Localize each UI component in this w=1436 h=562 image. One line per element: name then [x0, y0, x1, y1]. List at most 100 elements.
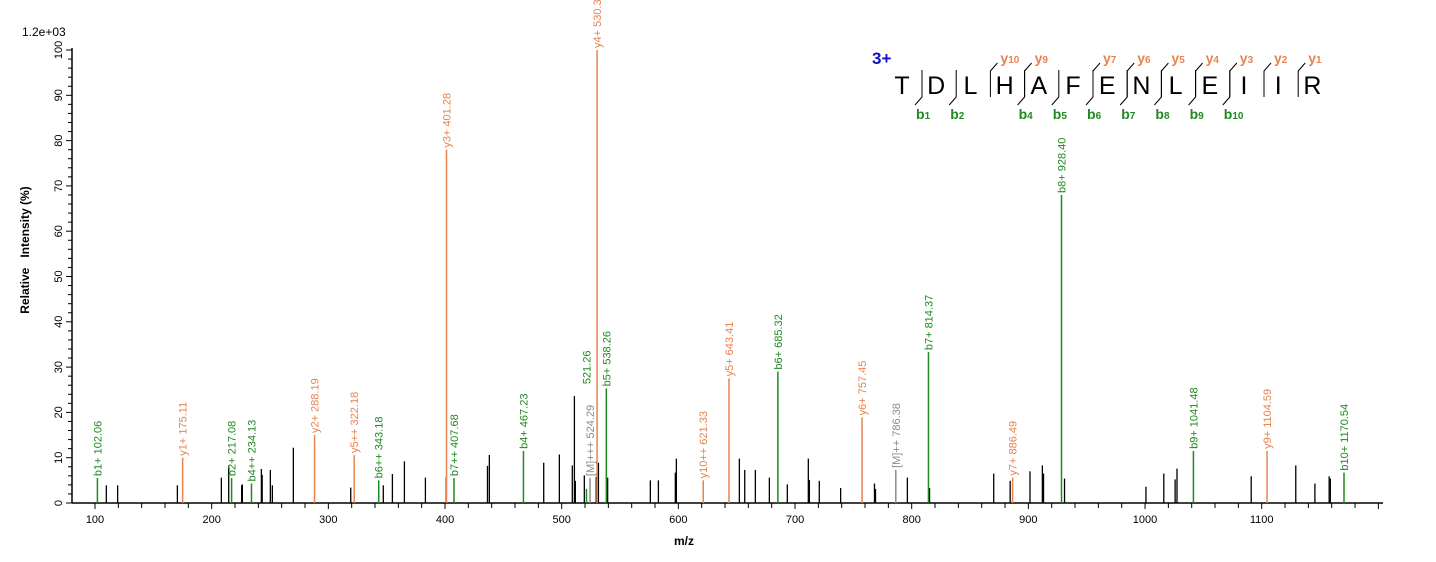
x-tick-label: 500	[553, 514, 571, 526]
y-cleavage-mark	[1126, 62, 1135, 97]
b-cleavage-mark	[1222, 70, 1231, 106]
peak-label: y3+ 401.28	[442, 93, 454, 148]
residue: L	[963, 72, 977, 100]
x-tick-label: 100	[86, 514, 104, 526]
b-ion-number: 2	[959, 111, 965, 122]
y-tick-label: 80	[53, 134, 65, 146]
axes: 100 200 300 400 500 600 700 800 900 1000 110001020…	[53, 41, 1383, 526]
b-cleavage-mark	[1017, 70, 1026, 106]
y-cleavage-mark	[1229, 62, 1238, 97]
y-cleavage-mark	[989, 62, 998, 97]
y-cleavage-mark	[1092, 62, 1101, 97]
x-tick-label: 900	[1019, 514, 1037, 526]
peak-label: b1+ 102.06	[92, 421, 104, 476]
residue: E	[1201, 72, 1218, 100]
residue: N	[1132, 72, 1150, 100]
peak-label: [M]+++ 524.29	[585, 405, 597, 476]
peak-label: b6++ 343.18	[374, 417, 386, 479]
y-tick-label: 50	[53, 270, 65, 282]
b-ion-number: 1	[925, 111, 931, 122]
y-ion-label: y2	[1274, 50, 1288, 66]
b-ion-number: 8	[1164, 111, 1170, 122]
peak-label: y2+ 288.19	[310, 378, 322, 433]
b-ion-number: 10	[1232, 111, 1244, 122]
y-tick-label: 30	[53, 361, 65, 373]
y-ion-label: y5	[1171, 50, 1185, 66]
x-tick-label: 300	[319, 514, 337, 526]
b-cleavage-mark	[914, 70, 923, 106]
peak-label: b10+ 1170.54	[1339, 404, 1351, 471]
peak-label: y5+ 643.41	[724, 322, 736, 377]
y-ion-number: 4	[1213, 55, 1219, 66]
residue: T	[894, 72, 909, 100]
x-tick-label: 1000	[1133, 514, 1157, 526]
peak-label: b7+ 814.37	[923, 295, 935, 350]
peak-label: b4+ 467.23	[518, 394, 530, 449]
x-tick-label: 200	[202, 514, 220, 526]
b-ion-label: b4	[1019, 106, 1034, 122]
peak-label: [M]++ 786.38	[891, 403, 903, 468]
y-ion-number: 6	[1145, 55, 1151, 66]
y-axis-label: Relative Intensity (%)	[18, 186, 32, 313]
x-tick-label: 600	[669, 514, 687, 526]
b-ion-label: b1	[916, 106, 931, 122]
peak-label: b2+ 217.08	[227, 421, 239, 476]
y-tick-label: 60	[53, 225, 65, 237]
y-ion-label: y10	[1000, 50, 1019, 66]
b-ion-label: b9	[1190, 106, 1205, 122]
y-cleavage-mark	[1024, 62, 1032, 97]
y-ion-number: 1	[1316, 55, 1322, 66]
y-ion-number: 2	[1282, 55, 1288, 66]
residue: D	[927, 72, 945, 100]
peak-label: y6+ 757.45	[857, 361, 869, 416]
intensity-scale-label: 1.2e+03	[22, 25, 66, 39]
y-ion-label: y6	[1137, 50, 1151, 66]
peak-label: y9+ 1104.59	[1262, 389, 1274, 449]
b-ion-label: b7	[1121, 106, 1136, 122]
x-tick-label: 1100	[1250, 514, 1274, 526]
y-tick-label: 90	[53, 89, 65, 101]
residue: F	[1065, 72, 1080, 100]
y-cleavage-mark	[1195, 62, 1203, 97]
residue: I	[1275, 72, 1282, 100]
residue: E	[1099, 72, 1116, 100]
y-cleavage-mark	[1297, 62, 1306, 97]
y-tick-label: 10	[53, 452, 65, 464]
b-ion-number: 9	[1198, 111, 1204, 122]
b-ion-number: 5	[1061, 111, 1067, 122]
peak-label: y1+ 175.11	[178, 402, 190, 456]
b-cleavage-mark	[1085, 70, 1094, 106]
y-ion-label: y1	[1308, 50, 1322, 66]
peak-label: 521.26	[581, 351, 593, 385]
y-ion-number: 7	[1111, 55, 1117, 66]
residue: R	[1303, 72, 1321, 100]
b-cleavage-mark	[1051, 70, 1060, 106]
x-axis-label: m/z	[674, 534, 694, 548]
residue: H	[996, 72, 1014, 100]
peak-label: b9+ 1041.48	[1188, 387, 1200, 448]
y-tick-label: 20	[53, 406, 65, 418]
b-cleavage-mark	[1154, 70, 1162, 106]
b-cleavage-mark	[1119, 70, 1128, 106]
peak-label: b5+ 538.26	[601, 331, 613, 386]
b-cleavage-mark	[948, 70, 957, 106]
b-ion-number: 6	[1096, 111, 1102, 122]
residue: A	[1030, 72, 1047, 100]
b-ion-number: 4	[1027, 111, 1033, 122]
peak-label: y10++ 621.33	[698, 411, 710, 478]
x-tick-label: 800	[903, 514, 921, 526]
y-ion-number: 9	[1042, 55, 1048, 66]
b-ion-label: b8	[1155, 106, 1170, 122]
b-ion-number: 7	[1130, 111, 1136, 122]
y-ion-number: 10	[1008, 55, 1020, 66]
y-cleavage-mark	[1160, 62, 1169, 97]
peak-label: y5++ 322.18	[349, 392, 361, 453]
residue: L	[1169, 72, 1183, 100]
charge-state: 3+	[872, 49, 891, 68]
y-ion-number: 5	[1179, 55, 1185, 66]
peak-label: b6+ 685.32	[773, 314, 785, 369]
peak-label: b7++ 407.68	[449, 414, 461, 476]
y-tick-label: 0	[53, 500, 65, 506]
